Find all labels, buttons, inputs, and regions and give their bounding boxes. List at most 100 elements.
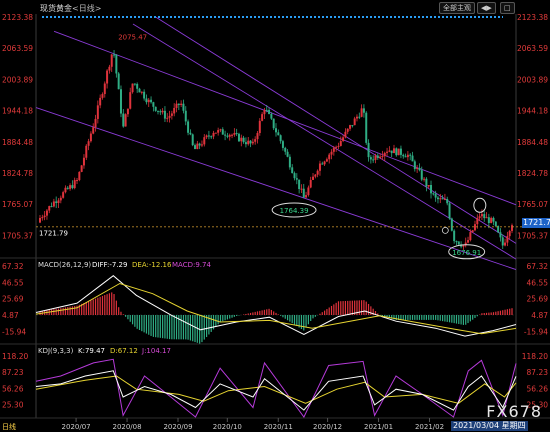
candle-body [448,203,451,219]
candle-body [69,185,72,189]
candle-body [469,232,472,241]
candle-body [221,129,224,135]
x-axis-label: 2020/09 [163,423,192,431]
bottom-annotation: 1676.91 [452,249,481,257]
candle-body [263,109,266,115]
candle-body [399,148,402,155]
candle-body [300,188,303,190]
candle-body [316,170,319,175]
candle-body [480,214,483,217]
kdj-axis-tick-right: 118.20 [522,352,548,361]
candle-body [226,135,229,137]
candle-body [307,187,310,196]
candle-body [332,147,335,152]
candle-body [161,110,164,113]
candle-body [237,133,240,142]
candle-body [138,88,141,93]
candle-body [360,108,363,117]
candle-body [443,199,446,201]
candle-body [339,141,342,146]
candle-body [78,171,81,181]
candle-body [409,154,412,156]
candle-body [277,132,280,136]
low-annotation: 1764.39 [280,207,309,215]
scroll-arrows-button[interactable]: ◀▶ [477,2,496,14]
candle-body [101,94,104,98]
kdj-d-label: D:67.12 [110,347,138,355]
candle-body [99,97,102,106]
candle-body [224,134,227,136]
maximize-button[interactable]: □ [500,2,515,14]
candle-body [231,134,234,136]
candle-body [462,245,465,247]
candle-body [434,193,437,198]
candle-body [66,187,69,189]
candle-body [372,159,375,161]
price-axis-tick-right: 2063.59 [517,44,548,53]
candle-body [108,66,111,71]
candle-body [103,83,106,95]
candle-body [446,199,449,204]
candle-body [286,151,289,157]
price-axis-tick-left: 1705.37 [2,231,33,240]
macd-axis-tick-left: 46.55 [2,278,24,287]
candle-body [110,54,113,67]
fx678-watermark: FX678 [486,402,542,421]
candle-body [441,198,444,200]
candle-body [87,141,90,146]
candle-body [71,185,74,189]
candle-body [497,226,500,233]
candle-body [404,156,407,158]
subjective-toggle-button[interactable]: 全部主观 [439,2,475,14]
candle-body [94,118,97,128]
candle-body [397,148,400,156]
candle-body [196,143,199,150]
candle-body [506,236,509,243]
candle-body [365,112,368,143]
candle-body [143,91,146,99]
candle-body [180,103,183,105]
candle-body [166,117,169,119]
candle-body [106,70,109,84]
candle-body [147,99,150,103]
candle-body [122,113,125,127]
candle-body [249,140,252,144]
kdj-k-line [35,370,517,411]
candle-body [131,83,134,93]
candle-body [432,193,435,195]
candle-body [490,217,493,224]
candle-body [175,103,178,108]
candle-body [395,148,398,156]
macd-axis-tick-right: 4.87 [531,311,548,320]
candle-body [41,217,44,219]
candle-body [73,180,76,189]
candle-body [358,116,361,118]
candle-body [261,114,264,121]
candle-body [478,216,481,219]
kdj-j-label: J:104.17 [141,347,171,355]
candle-body [337,145,340,147]
channel-line [35,107,517,270]
kdj-axis-tick-left: 25.30 [2,401,24,410]
candle-body [233,133,236,135]
candle-body [383,152,386,156]
bottom-ellipse [448,244,486,260]
candle-body [390,150,393,154]
candle-body [191,134,194,146]
candle-body [182,103,185,111]
candle-body [256,133,259,140]
candle-body [129,92,132,109]
candle-body [511,225,513,231]
candle-body [325,159,328,162]
start-annotation: 1721.79 [39,230,68,238]
candle-body [173,107,176,114]
price-axis-tick-right: 1765.07 [517,200,548,209]
candle-body [309,179,312,188]
candle-body [416,168,419,170]
price-axis-tick-left: 2063.59 [2,44,33,53]
period-tag: <日线> [72,4,102,13]
candle-body [136,83,139,89]
candle-body [187,121,190,133]
macd-dea-label: DEA:-12.16 [132,261,172,269]
